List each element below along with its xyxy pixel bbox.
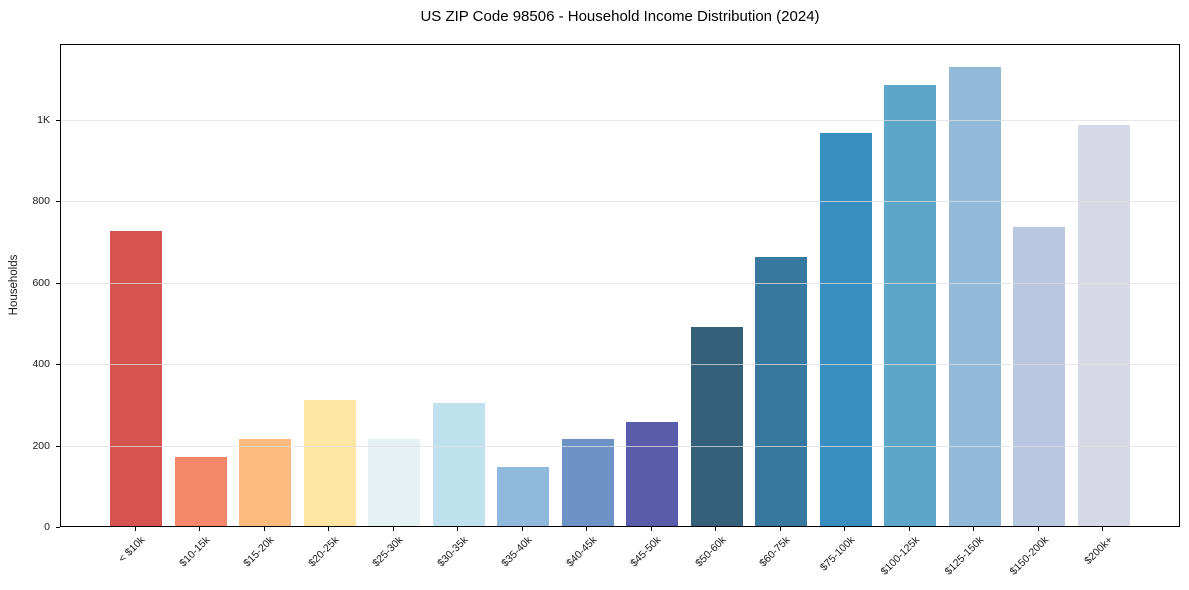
x-axis-tick-label: $75-100k [817, 534, 858, 574]
y-axis-tick-label: 0 [44, 521, 50, 533]
chart-title: US ZIP Code 98506 - Household Income Dis… [420, 8, 820, 25]
bar [626, 422, 679, 526]
x-axis-tick [263, 527, 265, 531]
y-axis-tick [56, 445, 60, 447]
gridline [61, 445, 1179, 447]
x-axis-tick [715, 527, 717, 531]
bar [432, 402, 485, 526]
x-axis-tick-label: $10-15k [176, 534, 213, 570]
bar [690, 326, 743, 526]
x-axis-tick-label: $125-150k [942, 534, 987, 578]
x-axis-tick [1102, 527, 1104, 531]
bar [561, 438, 614, 526]
gridline [61, 201, 1179, 203]
x-axis-tick [586, 527, 588, 531]
bar [174, 456, 227, 526]
y-axis-tick-label: 1K [37, 114, 50, 127]
y-axis-tick-label: 600 [32, 276, 50, 289]
x-axis-tick [973, 527, 975, 531]
x-axis-tick-label: $40-45k [563, 534, 600, 570]
x-axis-tick-label: $45-50k [628, 534, 664, 570]
x-axis-tick-label: $100-125k [878, 534, 922, 578]
plot-area [60, 44, 1180, 527]
x-axis-tick-label: $15-20k [241, 534, 277, 570]
x-axis-tick [521, 527, 523, 531]
x-axis-tick-label: $50-60k [692, 534, 729, 570]
x-axis-tick [908, 527, 910, 531]
bar [497, 467, 550, 526]
y-axis-tick [56, 282, 60, 284]
bar [1077, 125, 1130, 526]
x-axis-tick-label: $35-40k [499, 534, 535, 570]
gridline [61, 120, 1179, 122]
bar [948, 67, 1001, 526]
bar [303, 399, 356, 526]
x-axis-tick-label: $20-25k [305, 534, 342, 570]
x-axis-tick-label: $60-75k [757, 534, 793, 570]
bar [1013, 226, 1066, 526]
x-axis-tick [1037, 527, 1039, 531]
y-axis-tick [56, 120, 60, 122]
x-axis-tick [779, 527, 781, 531]
x-axis-tick-label: $150-200k [1007, 534, 1051, 578]
bar [819, 133, 872, 526]
y-axis-tick [56, 201, 60, 203]
x-axis-tick-label: $25-30k [370, 534, 406, 570]
y-axis-tick-label: 800 [32, 195, 50, 208]
x-axis-tick [328, 527, 330, 531]
x-axis-tick [457, 527, 459, 531]
y-axis-tick-label: 400 [32, 358, 50, 371]
x-axis-tick-label: $200k+ [1082, 534, 1116, 568]
gridline [61, 282, 1179, 284]
x-axis-tick-label: $30-35k [434, 534, 471, 570]
y-axis-tick [56, 364, 60, 366]
x-axis-tick [392, 527, 394, 531]
y-axis-tick [56, 527, 60, 528]
x-axis-tick [134, 527, 136, 531]
bar [368, 438, 421, 526]
y-axis-tick-label: 200 [32, 439, 50, 452]
bar [755, 257, 808, 526]
gridline [61, 364, 1179, 366]
bar [884, 84, 937, 526]
x-axis-tick-label: < $10k [116, 534, 148, 565]
x-axis-tick [844, 527, 846, 531]
x-axis-tick [199, 527, 201, 531]
x-axis-tick [650, 527, 652, 531]
bar [239, 439, 292, 526]
bar [110, 231, 162, 526]
